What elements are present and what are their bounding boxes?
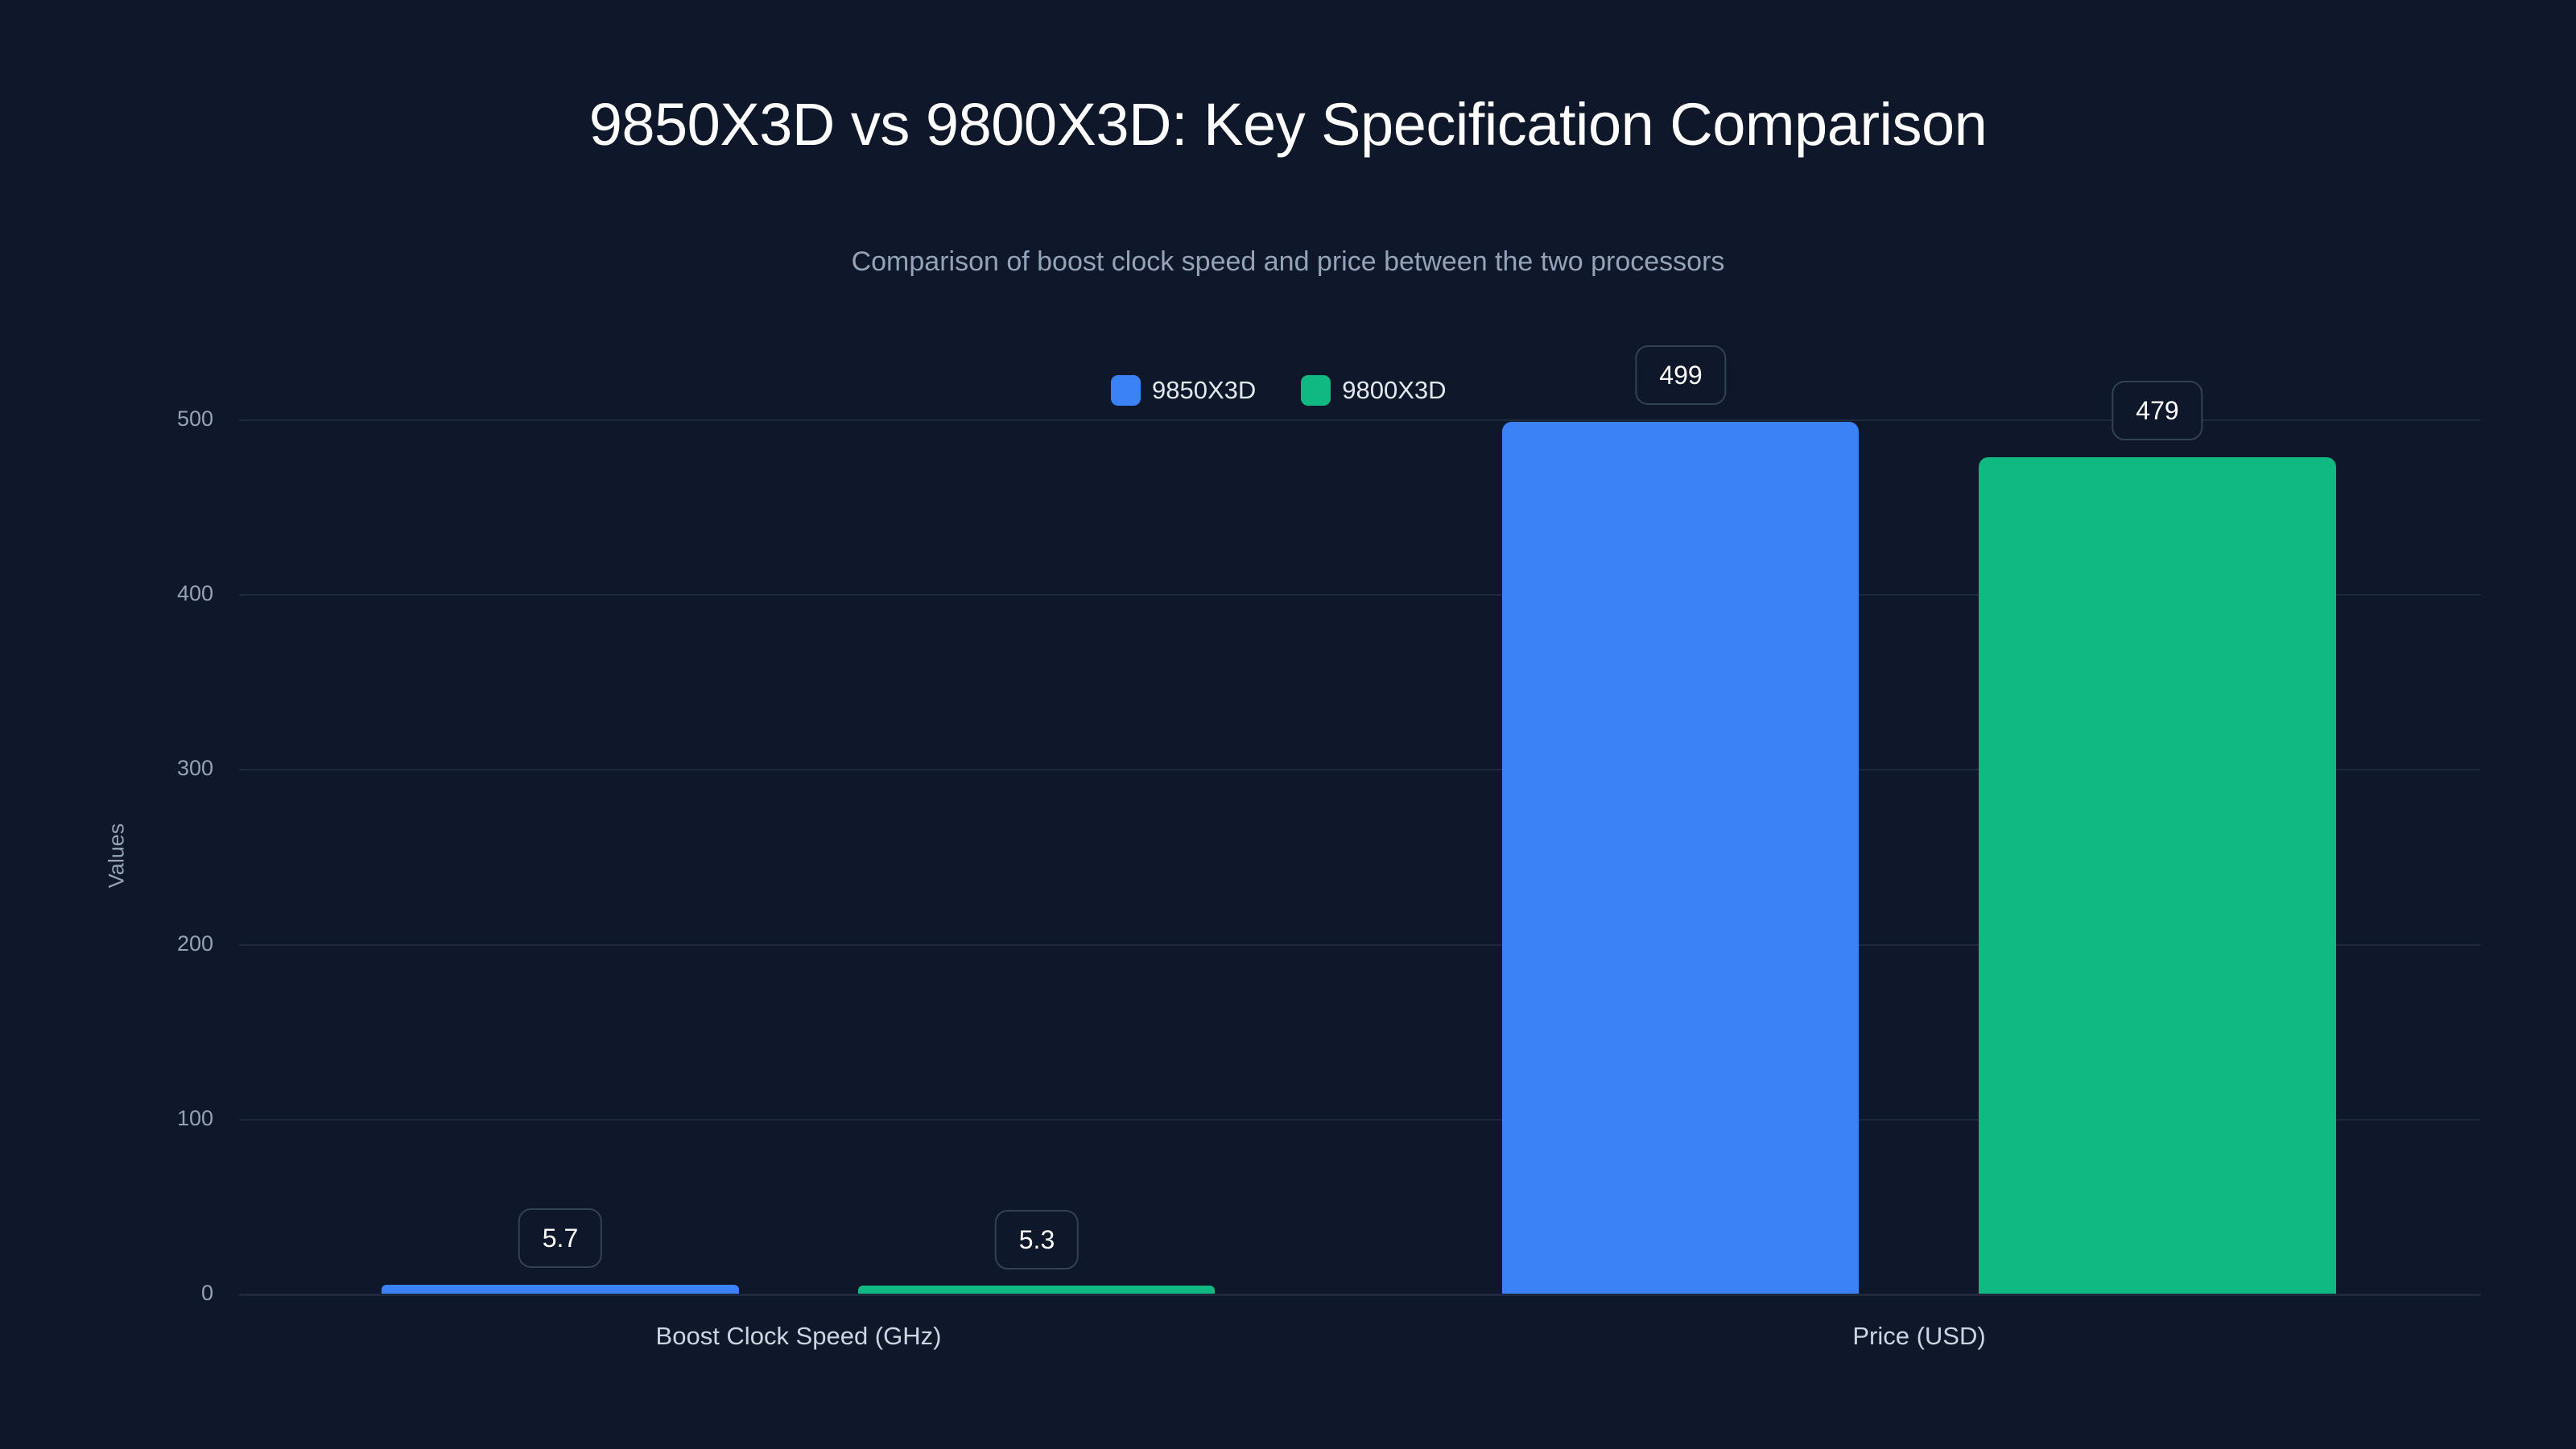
y-tick-200: 200 bbox=[176, 931, 213, 956]
y-axis-label: Values bbox=[104, 823, 129, 889]
gridline-500 bbox=[239, 419, 2480, 421]
gridline-400 bbox=[239, 594, 2480, 596]
legend-label: 9800X3D bbox=[1342, 376, 1447, 404]
legend-label: 9850X3D bbox=[1152, 376, 1257, 404]
y-tick-300: 300 bbox=[176, 756, 213, 780]
legend-item-9800x3d[interactable]: 9800X3D bbox=[1301, 375, 1447, 406]
bar-boost-9850x3d[interactable] bbox=[382, 1285, 739, 1294]
legend: 9850X3D 9800X3D bbox=[1111, 375, 1447, 406]
x-tick-price: Price (USD) bbox=[1852, 1322, 1986, 1350]
chart-subtitle: Comparison of boost clock speed and pric… bbox=[851, 246, 1725, 277]
data-label-price-9850x3d: 499 bbox=[1635, 345, 1727, 405]
y-tick-400: 400 bbox=[176, 581, 213, 605]
gridline-300 bbox=[239, 769, 2480, 770]
bar-price-9800x3d[interactable] bbox=[1979, 457, 2336, 1294]
y-tick-500: 500 bbox=[176, 407, 213, 431]
bar-price-9850x3d[interactable] bbox=[1502, 422, 1859, 1294]
data-label-boost-9800x3d: 5.3 bbox=[994, 1210, 1080, 1269]
legend-item-9850x3d[interactable]: 9850X3D bbox=[1111, 375, 1256, 406]
x-tick-boost-clock: Boost Clock Speed (GHz) bbox=[655, 1322, 942, 1350]
data-label-price-9800x3d: 479 bbox=[2112, 381, 2203, 440]
gridline-200 bbox=[239, 944, 2480, 946]
legend-swatch-green bbox=[1301, 375, 1331, 406]
y-tick-0: 0 bbox=[200, 1281, 213, 1305]
gridline-100 bbox=[239, 1119, 2480, 1121]
chart-title: 9850X3D vs 9800X3D: Key Specification Co… bbox=[588, 91, 1988, 158]
y-tick-100: 100 bbox=[176, 1106, 213, 1130]
legend-swatch-blue bbox=[1111, 375, 1141, 406]
x-axis-line bbox=[239, 1294, 2480, 1296]
data-label-boost-9850x3d: 5.7 bbox=[518, 1208, 603, 1268]
bar-boost-9800x3d[interactable] bbox=[858, 1286, 1215, 1294]
